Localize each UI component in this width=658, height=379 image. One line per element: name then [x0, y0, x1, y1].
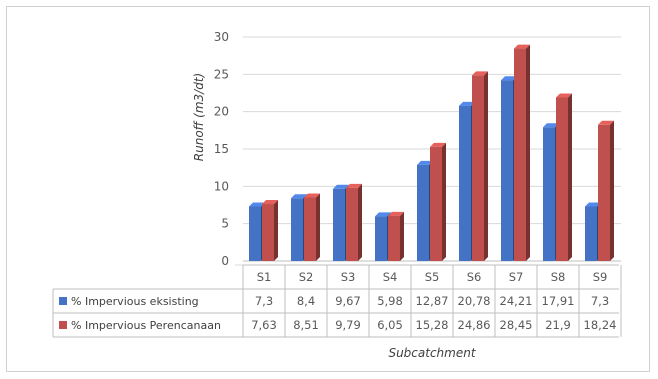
y-tick-label: 15	[214, 142, 229, 156]
bars	[249, 44, 614, 262]
bar-chart: 0 5 10 15 20 25 30 S1 S2 S3 S4 S5 S6 S7 S8 S9 % Impervi…	[52, 30, 622, 360]
bar-S4-series-2	[388, 211, 404, 261]
data-label: 7,63	[251, 318, 277, 332]
bar-S3-series-2	[346, 183, 362, 261]
bar-S7-series-2	[514, 44, 530, 261]
x-tick-label: S8	[551, 270, 566, 284]
data-label: 24,21	[500, 294, 533, 308]
x-tick-label: S3	[341, 270, 356, 284]
y-tick-label: 0	[221, 254, 229, 268]
bar-S1-series-2	[262, 200, 278, 261]
x-tick-label: S5	[425, 270, 440, 284]
legend-swatch	[59, 321, 67, 329]
data-label: 5,98	[377, 294, 403, 308]
x-axis-label: Subcatchment	[388, 346, 476, 360]
legend-entry: % Impervious Perencanaan	[71, 319, 221, 332]
bar-S2-series-2	[304, 193, 320, 261]
y-tick-label: 5	[221, 217, 229, 231]
data-label: 7,3	[591, 294, 609, 308]
x-tick-label: S7	[509, 270, 524, 284]
bar-S5-series-2	[430, 142, 446, 261]
bar-S8-series-2	[556, 93, 572, 261]
data-label: 12,87	[416, 294, 449, 308]
x-tick-label: S9	[593, 270, 608, 284]
y-tick-label: 25	[214, 67, 229, 81]
data-label: 9,79	[335, 318, 361, 332]
y-tick-label: 10	[214, 179, 229, 193]
legend-entry: % Impervious eksisting	[71, 295, 199, 308]
x-tick-label: S1	[257, 270, 272, 284]
data-label: 15,28	[416, 318, 449, 332]
chart-frame: 0 5 10 15 20 25 30 S1 S2 S3 S4 S5 S6 S7 S8 S9 % Impervi…	[6, 6, 650, 372]
data-label: 9,67	[335, 294, 361, 308]
y-axis-label: Runoff (m3/dt)	[192, 73, 206, 161]
data-label: 21,9	[545, 318, 571, 332]
y-tick-label: 20	[214, 105, 229, 119]
y-axis: 0 5 10 15 20 25 30	[214, 30, 229, 268]
data-label: 8,4	[297, 294, 315, 308]
data-label: 28,45	[500, 318, 533, 332]
data-label: 7,3	[255, 294, 273, 308]
x-tick-label: S4	[383, 270, 398, 284]
data-label: 20,78	[458, 294, 491, 308]
data-label: 17,91	[542, 294, 575, 308]
data-label: 18,24	[584, 318, 617, 332]
x-tick-label: S2	[299, 270, 314, 284]
data-table: S1 S2 S3 S4 S5 S6 S7 S8 S9 % Impervious eksisting…	[52, 264, 622, 338]
data-label: 6,05	[377, 318, 403, 332]
legend-swatch	[59, 297, 67, 305]
x-tick-label: S6	[467, 270, 482, 284]
data-label: 24,86	[458, 318, 491, 332]
data-label: 8,51	[293, 318, 319, 332]
y-tick-label: 30	[214, 30, 229, 44]
bar-S6-series-2	[472, 71, 488, 262]
bar-S9-series-2	[598, 120, 614, 261]
